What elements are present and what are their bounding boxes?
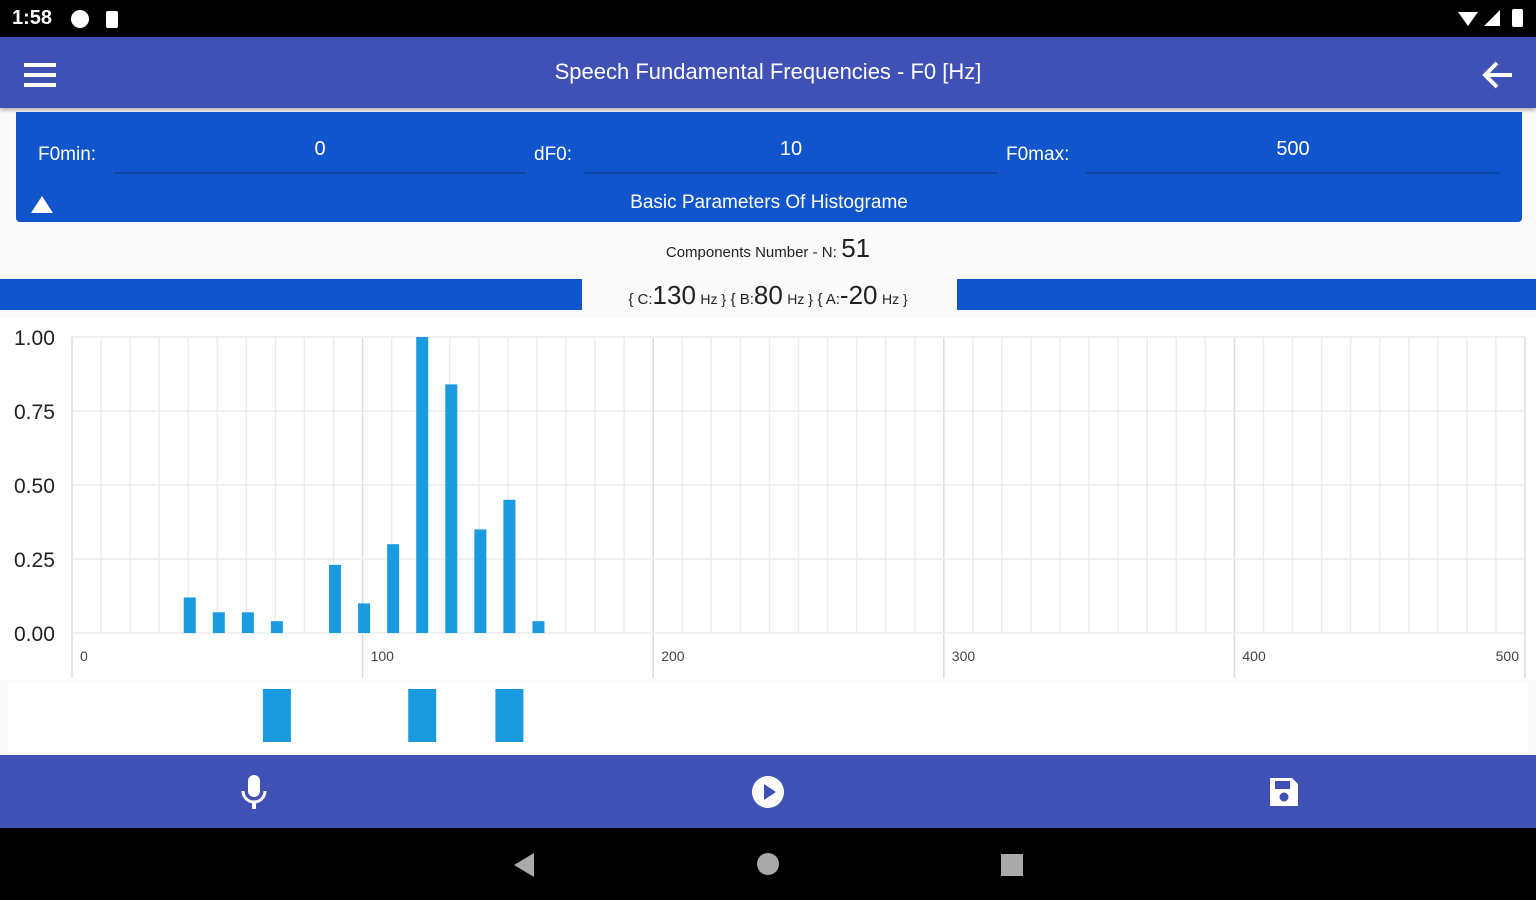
df0-input[interactable]: 10 [584,130,998,174]
x-tick-label: 300 [952,648,976,664]
peak-marker [495,689,524,742]
histogram-bar [358,603,371,633]
histogram-bar [416,337,429,633]
x-tick-label: 0 [80,648,88,664]
x-tick-label: 400 [1242,648,1266,664]
status-bar: 1:58 [0,0,1536,37]
arrow-back-icon[interactable] [1480,59,1514,91]
histogram-bar [241,612,254,633]
y-tick-label: 0.00 [14,623,55,646]
y-tick-label: 0.25 [14,549,55,572]
histogram-bar [183,597,196,633]
status-signal-battery-icons [1458,9,1523,27]
divider-bar-right [957,279,1536,310]
f0max-label: F0max: [1006,144,1070,165]
histogram-bar [474,529,487,633]
histogram-parameters-panel: F0min: 0 dF0: 10 F0max: 500 Basic Parame… [16,112,1522,222]
components-value: 51 [841,233,871,263]
y-tick-label: 1.00 [14,327,55,350]
peak-c-label: { C: [628,291,653,308]
status-time: 1:58 [12,7,53,29]
hamburger-menu-icon[interactable] [24,61,56,89]
app-bar: Speech Fundamental Frequencies - F0 [Hz] [0,37,1536,108]
page-title: Speech Fundamental Frequencies - F0 [Hz] [554,59,982,84]
x-tick-label: 100 [371,648,395,664]
nav-home-icon[interactable] [756,852,780,876]
histogram-bar [445,384,458,633]
system-navigation-bar [0,828,1536,900]
histogram-bar [387,544,400,633]
peak-marker [408,689,437,742]
peak-c-unit: Hz } [700,291,727,307]
components-number: Components Number - N: 51 [0,233,1536,264]
triangle-up-icon[interactable] [30,194,54,214]
nav-back-icon[interactable] [512,852,536,878]
peak-a-value: -20 [839,280,878,310]
divider-bar-left [0,279,582,310]
f0min-label: F0min: [38,144,97,165]
df0-label: dF0: [534,144,573,165]
histogram-bar [503,499,516,633]
components-label: Components Number - N: [665,244,837,261]
section-title[interactable]: Basic Parameters Of Histograme [630,192,908,213]
play-icon[interactable] [750,774,786,810]
f0min-input[interactable]: 0 [114,130,526,174]
save-icon[interactable] [1268,776,1300,808]
x-tick-label: 500 [1496,648,1520,664]
peak-a-unit: Hz } [881,291,908,307]
microphone-icon[interactable] [240,773,268,811]
peak-marker-strip [8,682,1528,752]
peak-a-label: { A: [817,291,840,308]
peak-frequencies: { C:130 Hz } { B:80 Hz } { A:-20 Hz } [0,280,1536,311]
bottom-toolbar [0,755,1536,828]
peak-c-value: 130 [652,280,696,310]
y-tick-label: 0.50 [14,475,55,498]
histogram-bar [270,621,283,633]
nav-recents-icon[interactable] [1000,853,1024,877]
histogram-chart: 0.00 0.25 0.50 0.75 1.00 0 100 200 300 400 500 [0,318,1536,680]
x-tick-label: 200 [661,648,685,664]
status-notification-icons [71,10,118,28]
peak-b-label: { B: [730,291,754,308]
histogram-bar [532,621,545,633]
peak-marker [262,689,291,742]
histogram-bar [212,612,225,633]
f0max-input[interactable]: 500 [1086,130,1500,174]
peak-b-value: 80 [753,280,783,310]
peak-b-unit: Hz } [787,291,813,307]
histogram-bar [329,564,342,633]
y-tick-label: 0.75 [14,401,55,424]
